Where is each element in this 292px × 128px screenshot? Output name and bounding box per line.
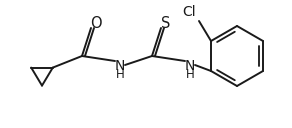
Text: N: N [185, 59, 195, 73]
Text: H: H [186, 68, 194, 82]
Text: O: O [90, 15, 102, 30]
Text: N: N [115, 59, 125, 73]
Text: S: S [161, 15, 171, 30]
Text: H: H [116, 68, 124, 82]
Text: Cl: Cl [182, 5, 196, 19]
